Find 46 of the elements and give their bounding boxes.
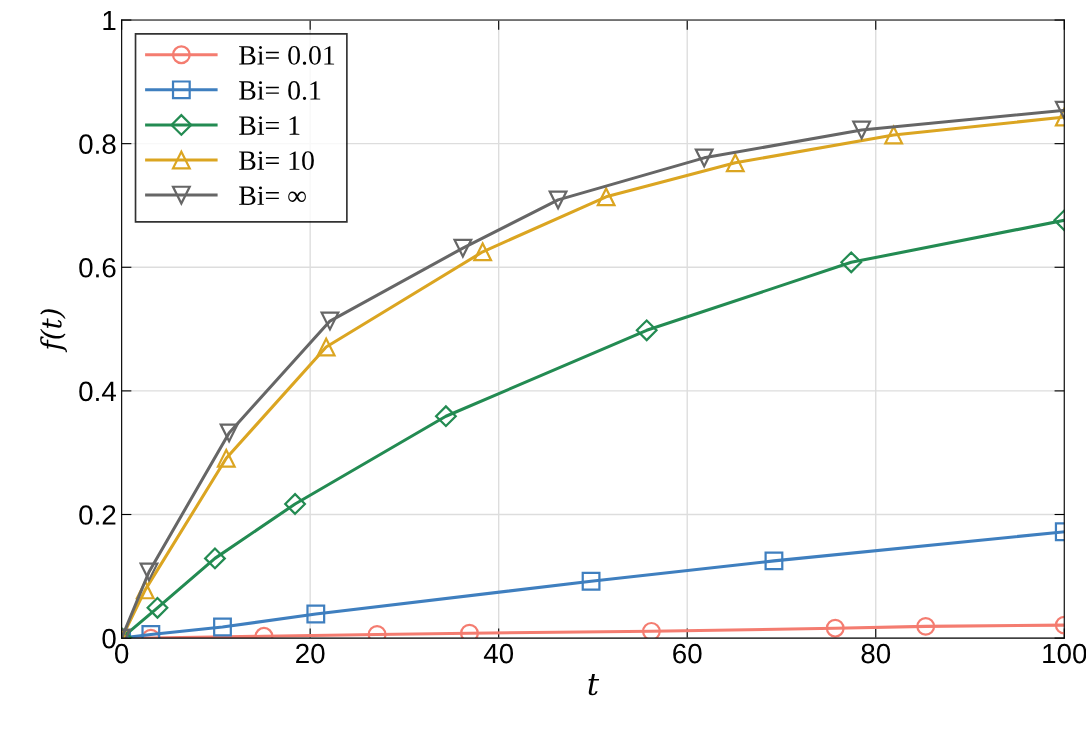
x-tick-label: 100	[1043, 643, 1086, 664]
point	[840, 251, 863, 274]
point	[548, 190, 568, 210]
legend-label: Bi= 0.01	[239, 46, 335, 65]
legend-label: Bi= ∞	[239, 186, 306, 205]
point	[852, 120, 872, 140]
y-tick-label: 0	[102, 628, 116, 649]
x-axis-title: t	[588, 674, 600, 696]
point	[635, 319, 658, 342]
point	[825, 618, 845, 638]
y-tick-label: 0.8	[79, 134, 116, 154]
point	[884, 125, 904, 145]
point	[219, 423, 239, 443]
point	[320, 311, 340, 331]
legend-label: Bi= 0.1	[239, 81, 321, 100]
y-tick-label: 0.6	[79, 257, 116, 278]
point	[213, 617, 232, 637]
point	[139, 562, 159, 582]
point	[135, 580, 155, 600]
point	[764, 551, 784, 571]
point	[146, 596, 169, 619]
point	[216, 448, 236, 468]
point	[596, 187, 616, 207]
y-tick-label: 0.4	[79, 381, 116, 402]
point	[460, 623, 479, 639]
point	[284, 493, 307, 515]
x-tick-label: 80	[861, 643, 891, 664]
y-tick-label: 1	[103, 10, 116, 31]
x-tick-label: 20	[296, 643, 325, 664]
y-axis-title: f(t)	[40, 309, 68, 353]
point	[473, 242, 493, 262]
point	[306, 604, 326, 624]
x-tick-label: 60	[673, 643, 702, 664]
point	[434, 405, 457, 428]
legend-label: Bi= 1	[239, 116, 300, 135]
x-tick-label: 40	[483, 643, 514, 664]
point	[641, 621, 661, 639]
legend-label: Bi= 10	[239, 151, 314, 170]
point	[316, 337, 336, 357]
y-tick-label: 0.2	[79, 505, 116, 525]
point	[204, 547, 226, 570]
point	[453, 238, 473, 258]
point	[916, 616, 936, 636]
point	[694, 148, 714, 168]
point	[581, 571, 601, 591]
point	[725, 153, 745, 173]
